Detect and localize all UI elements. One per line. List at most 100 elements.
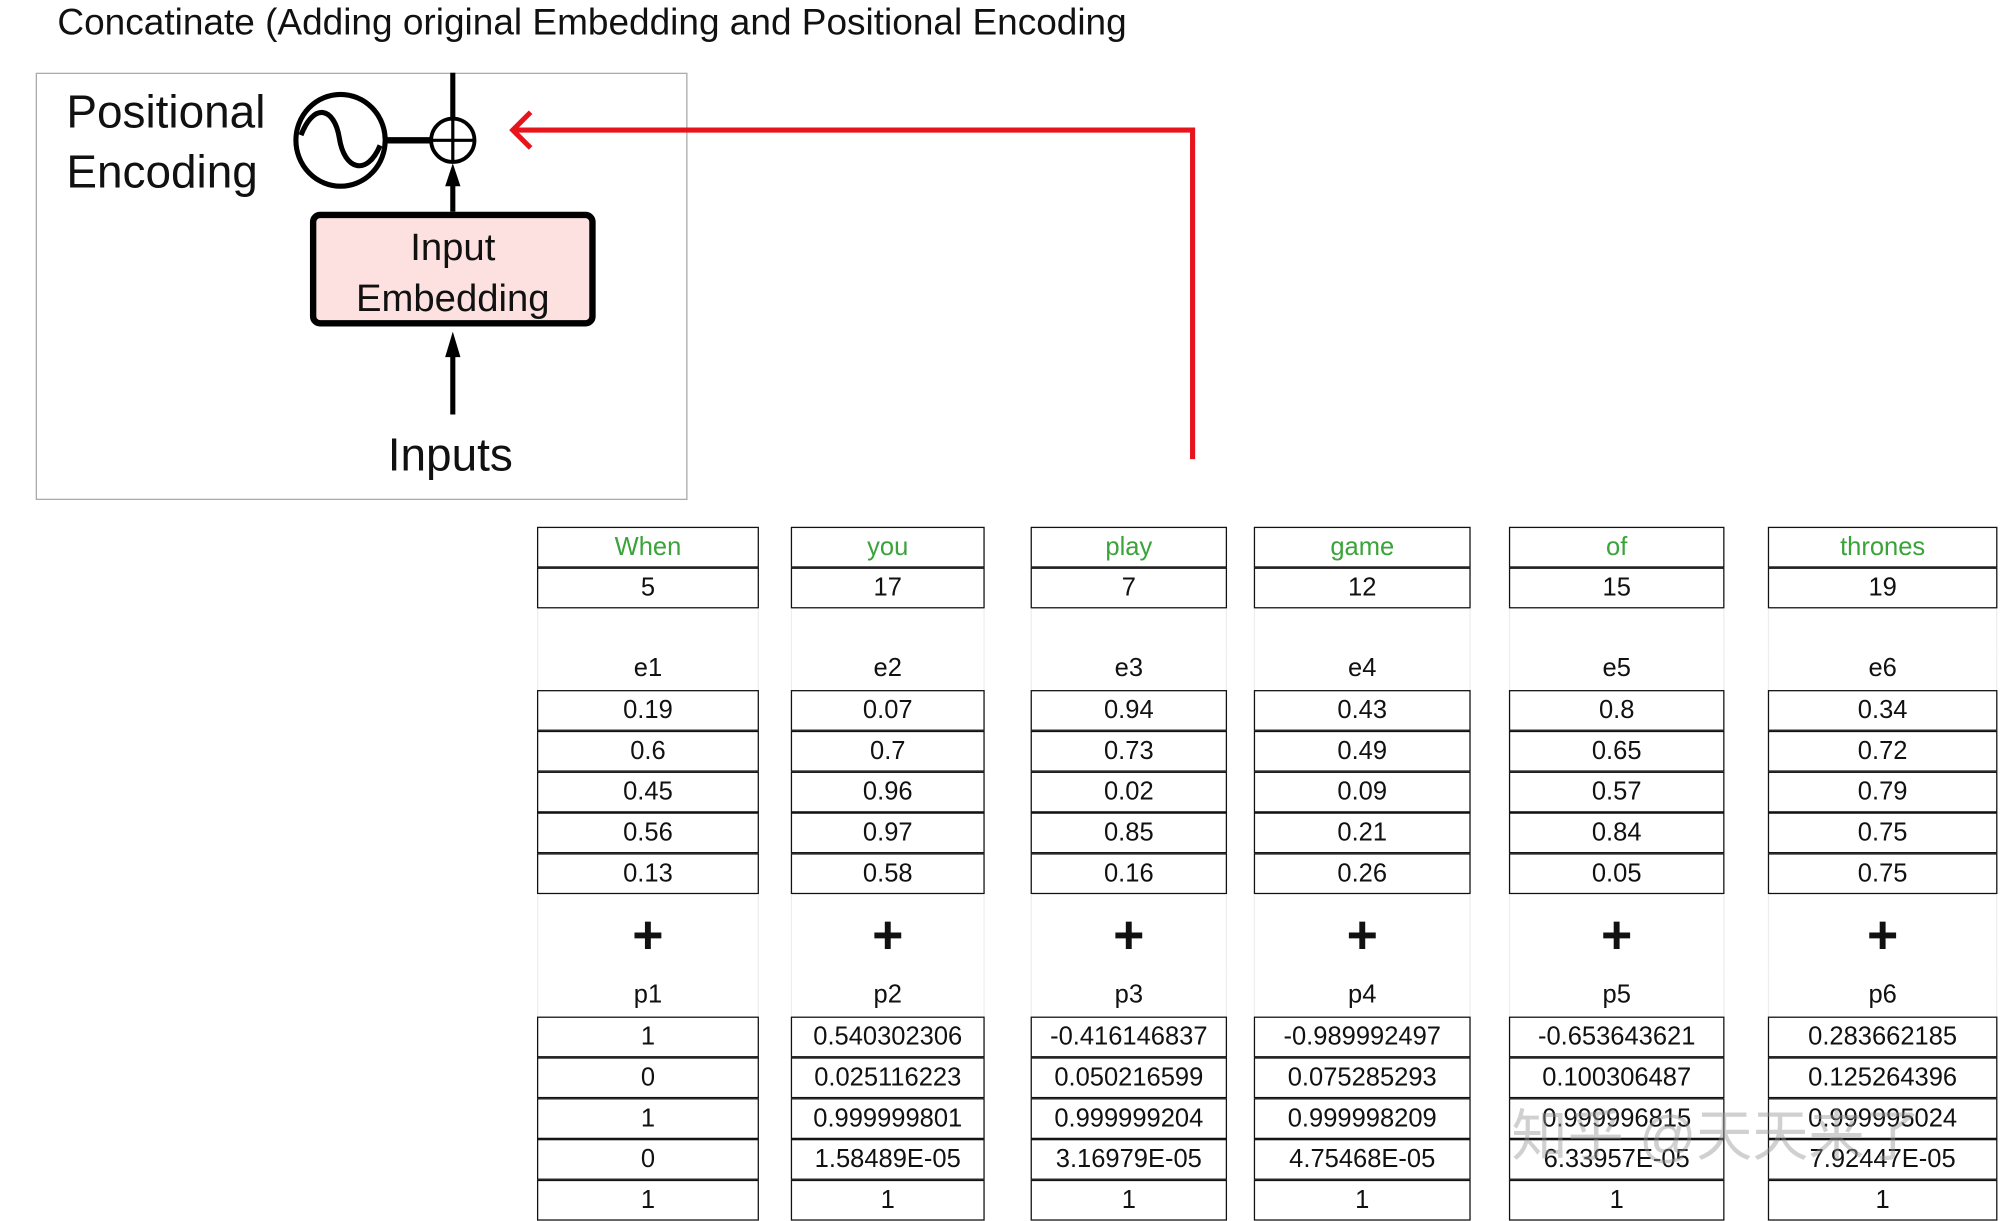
positional-value-cell: 1: [536, 1179, 759, 1221]
embedding-value-cell: 0.43: [1253, 690, 1471, 731]
positional-value-cell: -0.989992497: [1253, 1016, 1471, 1058]
embedding-value-cell: 0.94: [1030, 690, 1228, 731]
positional-value-cell: 0: [536, 1139, 759, 1180]
embedding-value-cell: 0.85: [1030, 812, 1228, 854]
embedding-value-cell: 0.58: [790, 853, 985, 895]
positional-value-cell: 1: [536, 1016, 759, 1058]
positional-value-cell: 0.100306487: [1508, 1057, 1725, 1099]
embedding-value-cell: 0.21: [1253, 812, 1471, 854]
embedding-value-cell: 0.65: [1508, 730, 1725, 772]
blank-cell: [536, 608, 759, 650]
embedding-label: e3: [1030, 649, 1228, 691]
embedding-value-cell: 0.16: [1030, 853, 1228, 895]
embedding-value-cell: 0.26: [1253, 853, 1471, 895]
embedding-value-cell: 0.07: [790, 690, 985, 731]
blank-cell: [1030, 608, 1228, 650]
positional-value-cell: 1: [790, 1179, 985, 1221]
token-id-cell: 19: [1767, 567, 1998, 609]
word-cell: When: [536, 526, 759, 568]
red-arrowhead-icon: [509, 110, 533, 150]
positional-value-cell: 0.025116223: [790, 1057, 985, 1099]
blank-cell: [790, 608, 985, 650]
inputs-label: Inputs: [387, 428, 513, 481]
embedding-value-cell: 0.13: [536, 853, 759, 895]
embedding-value-cell: 0.34: [1767, 690, 1998, 731]
positional-label: p5: [1508, 975, 1725, 1017]
sine-wave-icon: [293, 91, 388, 189]
positional-value-cell: 0.999998209: [1253, 1098, 1471, 1140]
embedding-value-cell: 0.6: [536, 730, 759, 772]
positional-value-cell: 0.540302306: [790, 1016, 985, 1058]
embedding-label-line2: Embedding: [356, 278, 550, 321]
watermark: 知乎 @天天来了: [1511, 1105, 1921, 1169]
positional-value-cell: -0.416146837: [1030, 1016, 1228, 1058]
embedding-value-cell: 0.02: [1030, 771, 1228, 813]
embedding-value-cell: 0.75: [1767, 853, 1998, 895]
positional-value-cell: 4.75468E-05: [1253, 1139, 1471, 1180]
positional-label: p2: [790, 975, 985, 1017]
embedding-value-cell: 0.09: [1253, 771, 1471, 813]
plus-icon: +: [1253, 894, 1471, 976]
embedding-value-cell: 0.7: [790, 730, 985, 772]
positional-value-cell: 1: [1767, 1179, 1998, 1221]
embedding-label: e2: [790, 649, 985, 691]
token-id-cell: 12: [1253, 567, 1471, 609]
embedding-label-line1: Input: [410, 227, 496, 270]
positional-value-cell: 0.999999204: [1030, 1098, 1228, 1140]
blank-cell: [1508, 608, 1725, 650]
embedding-value-cell: 0.73: [1030, 730, 1228, 772]
token-id-cell: 17: [790, 567, 985, 609]
embedding-value-cell: 0.75: [1767, 812, 1998, 854]
embedding-label: e6: [1767, 649, 1998, 691]
word-cell: of: [1508, 526, 1725, 568]
embedding-value-cell: 0.49: [1253, 730, 1471, 772]
red-arrow-line: [515, 127, 1196, 460]
positional-value-cell: 0: [536, 1057, 759, 1099]
word-cell: play: [1030, 526, 1228, 568]
input-embedding-block: Input Embedding: [309, 211, 596, 327]
positional-value-cell: -0.653643621: [1508, 1016, 1725, 1058]
embedding-value-cell: 0.97: [790, 812, 985, 854]
plus-icon: +: [1508, 894, 1725, 976]
blank-cell: [1253, 608, 1471, 650]
embedding-value-cell: 0.56: [536, 812, 759, 854]
token-id-cell: 15: [1508, 567, 1725, 609]
page-title: Concatinate (Adding original Embedding a…: [57, 2, 1127, 44]
positional-label: p4: [1253, 975, 1471, 1017]
positional-value-cell: 1: [1508, 1179, 1725, 1221]
positional-value-cell: 0.999995024: [1767, 1098, 1998, 1140]
embedding-label: e1: [536, 649, 759, 691]
add-circle-icon: [429, 116, 477, 164]
positional-value-cell: 1.58489E-05: [790, 1139, 985, 1180]
positional-value-cell: 0.999999801: [790, 1098, 985, 1140]
positional-value-cell: 1: [536, 1098, 759, 1140]
embedding-value-cell: 0.79: [1767, 771, 1998, 813]
embedding-label: e4: [1253, 649, 1471, 691]
plus-icon: +: [1030, 894, 1228, 976]
positional-value-cell: 0.125264396: [1767, 1057, 1998, 1099]
word-cell: game: [1253, 526, 1471, 568]
positional-label: p3: [1030, 975, 1228, 1017]
positional-value-cell: 0.050216599: [1030, 1057, 1228, 1099]
embedding-label: e5: [1508, 649, 1725, 691]
embedding-value-cell: 0.45: [536, 771, 759, 813]
embedding-value-cell: 0.19: [536, 690, 759, 731]
blank-cell: [1767, 608, 1998, 650]
plus-icon: +: [536, 894, 759, 976]
positional-label: p1: [536, 975, 759, 1017]
token-id-cell: 5: [536, 567, 759, 609]
arrowhead-icon: [445, 163, 461, 187]
embedding-value-cell: 0.84: [1508, 812, 1725, 854]
plus-icon: +: [790, 894, 985, 976]
positional-encoding-label: Positional Encoding: [66, 82, 265, 202]
transformer-input-diagram: [35, 72, 688, 500]
embedding-value-cell: 0.96: [790, 771, 985, 813]
arrowhead-icon: [445, 331, 461, 358]
positional-value-cell: 1: [1030, 1179, 1228, 1221]
pe-label-line2: Encoding: [66, 145, 258, 198]
embedding-value-cell: 0.72: [1767, 730, 1998, 772]
positional-value-cell: 6.33957E-05: [1508, 1139, 1725, 1180]
word-cell: thrones: [1767, 526, 1998, 568]
